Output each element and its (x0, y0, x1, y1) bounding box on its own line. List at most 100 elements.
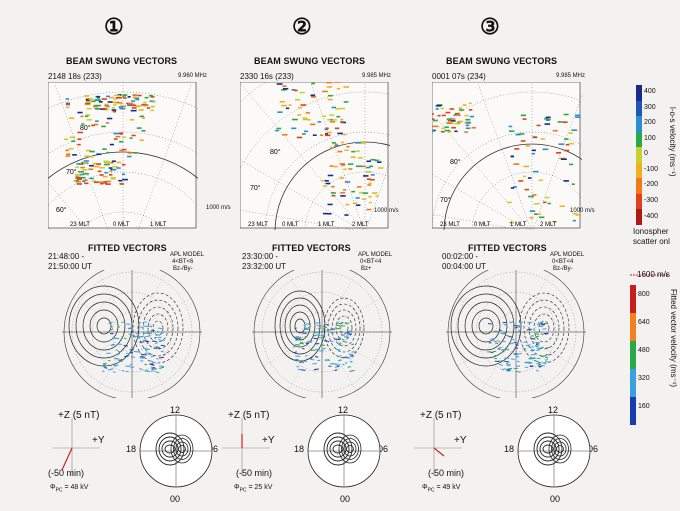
mlt-label: 23 MLT (440, 222, 460, 228)
mlt-label: 0 MLT (474, 222, 491, 228)
latitude-label: 80° (450, 158, 461, 166)
colorbar-swatch (630, 285, 636, 313)
panel-3: ③ BEAM SWUNG VECTORS 0001 07s (234) 9.98… (414, 0, 620, 511)
phi-subscript: PC (239, 487, 247, 494)
model-line2: 0<BT<4 (360, 259, 382, 265)
model-line2: 0<BT<4 (552, 259, 574, 265)
panel-number: ② (292, 14, 312, 40)
polar-cap-potential: ΦPC = 49 kV (422, 484, 460, 494)
colorbar-tick-label: 400 (644, 88, 656, 96)
time-end: 23:32:00 UT (242, 262, 287, 271)
clock-label-00: 00 (170, 494, 181, 504)
clock-label-12: 12 (338, 405, 349, 415)
frequency: 9.960 MHz (178, 73, 208, 79)
fitted-vectors-title: FITTED VECTORS (468, 243, 547, 253)
y-axis-label: +Y (92, 435, 105, 446)
los-velocity-colorbar: 400 300 200 100 0 -100 -200 -300 -400 l-o-s velo… (630, 85, 680, 235)
z-axis-label: +Z (5 nT) (420, 410, 462, 421)
phi-value: = 25 kV (248, 484, 273, 491)
mlt-label: 1 MLT (510, 222, 527, 228)
colorbar-swatch (636, 209, 642, 225)
imf-vector-plot (222, 418, 270, 476)
colorbar-tick-label: 300 (644, 103, 656, 111)
mlt-label: 2 MLT (352, 222, 369, 228)
frequency: 9.985 MHz (556, 73, 586, 79)
colorbar-tick-label: -400 (644, 212, 659, 220)
model-line2: 4<BT<6 (172, 259, 194, 265)
colorbar-tick-label: 200 (644, 119, 656, 127)
panel-2: ② BEAM SWUNG VECTORS 2330 16s (233) 9.98… (222, 0, 428, 511)
mlt-label: 23 MLT (248, 222, 268, 228)
colorbar-swatch (636, 147, 642, 163)
clock-label-06: 06 (588, 444, 599, 454)
colorbar-swatch (630, 313, 636, 341)
clock-label-00: 00 (550, 494, 561, 504)
time-lag: (-50 min) (236, 468, 273, 478)
colorbar-tick-label: 100 (644, 134, 656, 142)
model-line3: Bz+ (361, 266, 372, 272)
beam-swung-title: BEAM SWUNG VECTORS (254, 56, 366, 66)
colorbar-tick-label: 480 (638, 346, 650, 354)
colorbar-tick-label: 800 (638, 290, 650, 298)
panel-1: ① BEAM SWUNG VECTORS 2148 18s (233) 9.96… (40, 0, 240, 511)
latitude-label: 70° (66, 168, 77, 176)
time-start: 00:02:00 - (442, 252, 479, 261)
time-end: 00:04:00 UT (442, 262, 487, 271)
convection-clock-dial (139, 414, 213, 488)
phi-value: = 48 kV (64, 484, 89, 491)
beam-time: 2148 18s (233) (48, 72, 102, 81)
beam-swung-map: 80° 70° 23 MLT 0 MLT 1 MLT 2 MLT (240, 82, 390, 230)
polar-cap-potential: ΦPC = 48 kV (50, 484, 88, 494)
colorbar-swatch (636, 100, 642, 117)
clock-label-18: 18 (294, 444, 305, 454)
panel-number: ③ (480, 14, 500, 40)
imf-vector-plot (414, 418, 462, 476)
z-axis-label: +Z (5 nT) (58, 410, 100, 421)
time-start: 23:30:00 - (242, 252, 279, 261)
fitted-vectors-map (62, 270, 202, 398)
beam-swung-map: 80° 70° 60° 23 MLT 0 MLT 1 MLT (48, 82, 198, 230)
colorbar-swatch (636, 178, 642, 194)
beam-swung-title: BEAM SWUNG VECTORS (66, 56, 178, 66)
clock-label-06: 06 (208, 444, 219, 454)
colorbar-swatch (636, 131, 642, 148)
clock-label-18: 18 (126, 444, 137, 454)
fitted-vectors-title: FITTED VECTORS (272, 243, 351, 253)
frequency: 9.985 MHz (362, 73, 392, 79)
clock-label-00: 00 (340, 494, 351, 504)
mlt-label: 1 MLT (150, 222, 167, 228)
phi-symbol: Φ (50, 484, 56, 491)
beam-time: 2330 16s (233) (240, 72, 294, 81)
mlt-label: 1 MLT (318, 222, 335, 228)
colorbar-swatch (636, 85, 642, 101)
colorbar-swatch (630, 397, 636, 425)
convection-clock-dial (517, 414, 591, 488)
phi-value: = 49 kV (436, 484, 461, 491)
clock-label-12: 12 (170, 405, 181, 415)
ionospheric-note-line2: scatter onl (633, 237, 670, 246)
fitted-vectors-title: FITTED VECTORS (88, 243, 167, 253)
beam-swung-map: 80° 70° 23 MLT 0 MLT 1 MLT 2 MLT (432, 82, 582, 230)
fitted-vectors-map (446, 270, 586, 398)
model-line1: APL MODEL (550, 252, 585, 258)
clock-label-06: 06 (378, 444, 389, 454)
colorbar-tick-label: 160 (638, 402, 650, 410)
colorbar-tick-label: -100 (644, 165, 659, 173)
scale-label: 1000 m/s (206, 205, 231, 211)
clock-label-18: 18 (504, 444, 515, 454)
convection-clock-dial (307, 414, 381, 488)
mlt-label: 0 MLT (282, 222, 299, 228)
fitted-velocity-title: Fitted vector velocity (ms⁻¹) (669, 289, 678, 388)
time-lag: (-50 min) (48, 468, 85, 478)
phi-symbol: Φ (234, 484, 240, 491)
y-axis-label: +Y (454, 435, 467, 446)
model-line3: Bz-/By- (173, 266, 193, 272)
phi-subscript: PC (55, 487, 63, 494)
colorbar-swatch (630, 369, 636, 397)
fitted-velocity-ref-arrow (630, 265, 668, 277)
clock-label-12: 12 (548, 405, 559, 415)
mlt-label: 2 MLT (540, 222, 557, 228)
model-line1: APL MODEL (358, 252, 393, 258)
fitted-vectors-map (252, 270, 392, 398)
beam-swung-title: BEAM SWUNG VECTORS (446, 56, 558, 66)
